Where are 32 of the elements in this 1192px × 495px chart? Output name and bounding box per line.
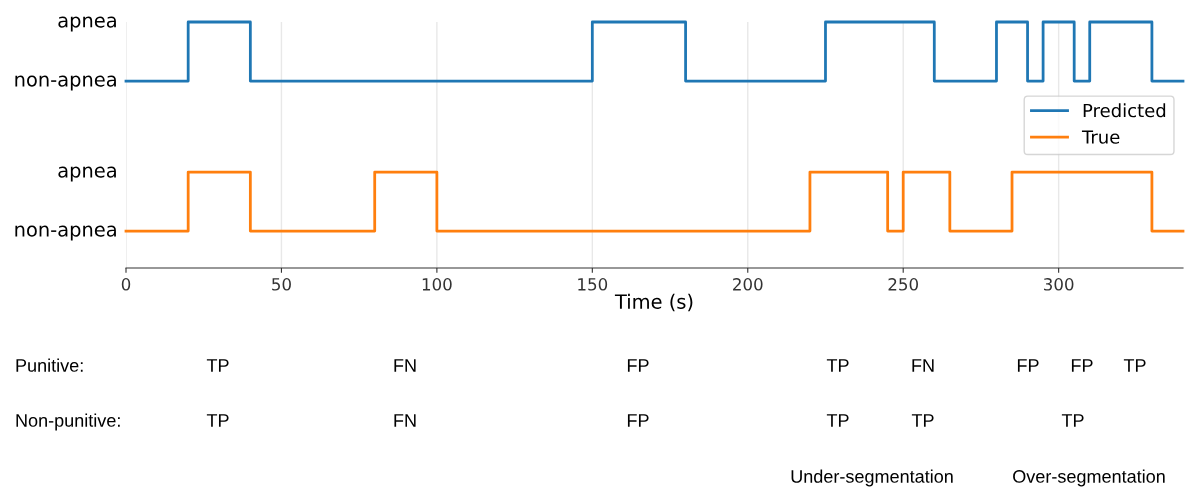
text: FP	[627, 414, 649, 427]
text: TP	[826, 359, 849, 372]
text: apnea	[58, 16, 116, 32]
text: non-apnea	[15, 75, 116, 91]
x-tick-label: 100	[422, 278, 452, 291]
legend-label: True	[1081, 130, 1120, 144]
text: TP	[206, 359, 229, 372]
x-tick-label: 300	[1044, 278, 1074, 291]
x-tick-label: 150	[578, 278, 608, 291]
text: TP	[1123, 359, 1146, 372]
text: FP	[627, 359, 649, 372]
legend-label: Predicted	[1083, 103, 1166, 118]
text: Over-segmentation	[1013, 469, 1165, 487]
x-axis-title: Time (s)	[614, 293, 693, 312]
text: TP	[206, 414, 229, 427]
x-tick-label: 250	[888, 278, 918, 291]
x-tick-label: 50	[272, 278, 291, 291]
text: Under-segmentation	[791, 469, 953, 487]
text: FN	[394, 414, 416, 427]
text: TP	[1061, 414, 1084, 427]
text: FN	[912, 359, 934, 372]
text: apnea	[58, 166, 116, 182]
text: Non-punitive:	[16, 413, 120, 431]
x-tick-label: 200	[733, 278, 763, 291]
text: non-apnea	[15, 225, 116, 241]
text: FP	[1017, 359, 1039, 372]
x-tick-label: 0	[121, 278, 131, 291]
text: FP	[1071, 359, 1093, 372]
text: FN	[394, 359, 416, 372]
text: TP	[826, 414, 849, 427]
text: TP	[911, 414, 934, 427]
text: Punitive:	[16, 358, 83, 372]
